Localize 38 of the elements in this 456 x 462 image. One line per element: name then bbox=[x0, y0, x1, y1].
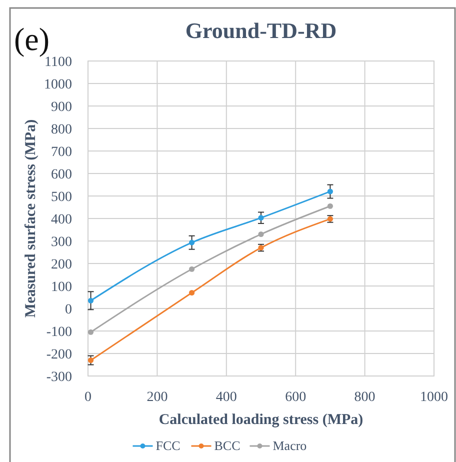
x-tick-label: 0 bbox=[84, 390, 92, 405]
x-tick-label: 200 bbox=[146, 390, 168, 405]
y-axis-title: Measured surface stress (MPa) bbox=[23, 119, 39, 318]
y-tick-label: 400 bbox=[51, 212, 72, 228]
y-tick-label: 100 bbox=[51, 280, 72, 295]
y-tick-label: 300 bbox=[51, 235, 72, 250]
y-tick-label: 600 bbox=[51, 168, 72, 182]
chart-title: Ground-TD-RD bbox=[185, 18, 337, 43]
y-tick-label: 900 bbox=[51, 100, 72, 115]
point bbox=[88, 329, 94, 335]
point bbox=[258, 215, 264, 221]
y-tick-label: 500 bbox=[51, 190, 72, 205]
y-tick-label: 200 bbox=[51, 258, 72, 272]
y-tick-label: 800 bbox=[51, 122, 72, 138]
point bbox=[189, 290, 195, 296]
y-tick-label: 700 bbox=[51, 145, 72, 160]
text: (e) bbox=[14, 21, 50, 57]
y-tick-label: -300 bbox=[46, 370, 72, 385]
y-tick-label: 1100 bbox=[44, 55, 72, 70]
y-tick-label: 0 bbox=[65, 302, 72, 318]
legend-label: BCC bbox=[214, 438, 240, 453]
legend-label: Macro bbox=[272, 438, 307, 453]
point bbox=[327, 188, 333, 194]
y-tick-label: 1000 bbox=[44, 78, 72, 92]
y-tick-label: -100 bbox=[46, 325, 72, 340]
legend-label: FCC bbox=[156, 438, 180, 453]
point bbox=[258, 231, 264, 238]
y-tick-label: -200 bbox=[46, 348, 72, 362]
point bbox=[88, 357, 94, 364]
point bbox=[189, 240, 195, 246]
x-tick-label: 1000 bbox=[420, 390, 448, 405]
x-tick-label: 400 bbox=[216, 390, 237, 405]
x-tick-label: 600 bbox=[285, 390, 306, 405]
x-tick-label: 800 bbox=[354, 390, 376, 405]
x-axis-title: Calculated loading stress (MPa) bbox=[158, 412, 364, 428]
point bbox=[327, 203, 333, 209]
point bbox=[189, 266, 195, 272]
point bbox=[88, 298, 94, 304]
